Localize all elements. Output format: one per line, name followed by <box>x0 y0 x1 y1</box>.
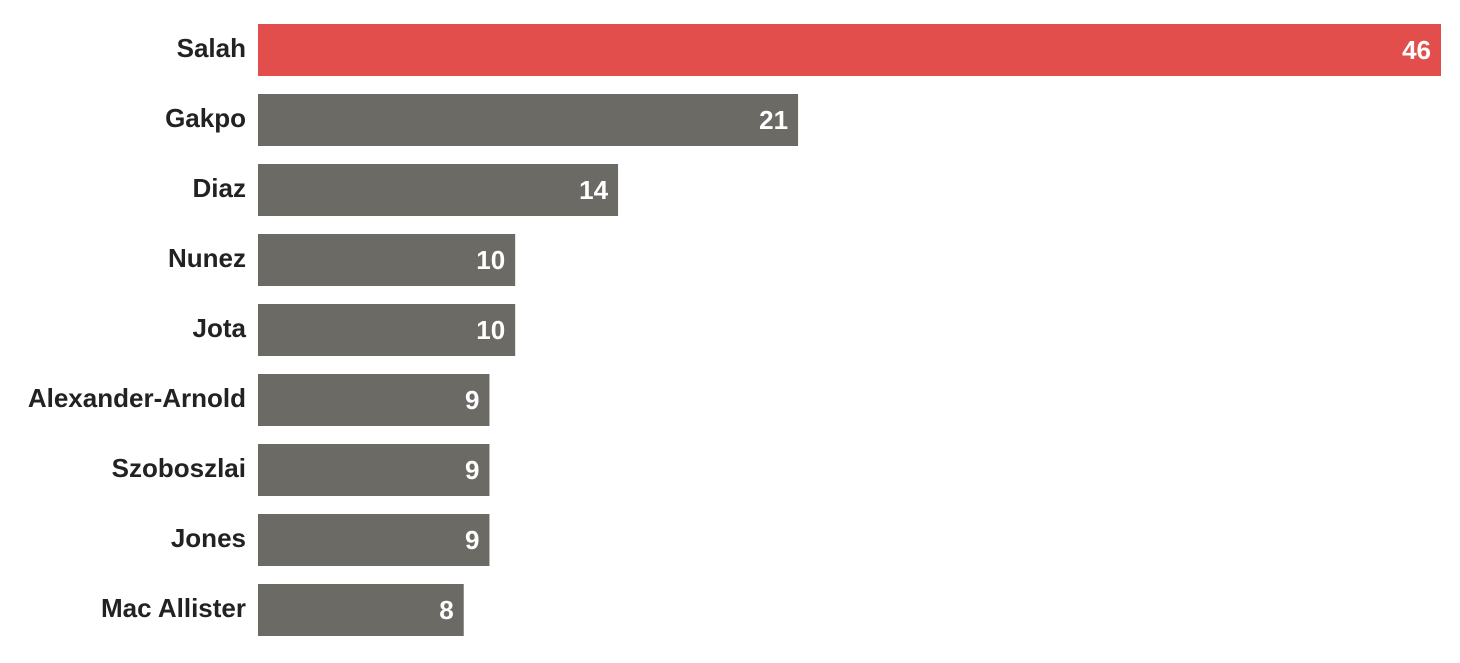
category-label: Nunez <box>168 243 246 273</box>
bar <box>258 94 799 146</box>
category-label: Diaz <box>193 173 246 203</box>
category-label: Alexander-Arnold <box>28 383 246 413</box>
bar <box>258 164 619 216</box>
value-label: 21 <box>759 105 788 135</box>
value-label: 10 <box>476 245 505 275</box>
value-label: 9 <box>465 525 479 555</box>
value-label: 46 <box>1402 35 1431 65</box>
value-label: 8 <box>439 595 453 625</box>
value-label: 10 <box>476 315 505 345</box>
bar <box>258 444 490 496</box>
bar <box>258 584 464 636</box>
category-label: Jones <box>171 523 246 553</box>
category-label: Gakpo <box>165 103 246 133</box>
category-label: Jota <box>193 313 247 343</box>
bar <box>258 24 1441 76</box>
bar <box>258 234 516 286</box>
bar <box>258 374 490 426</box>
bar <box>258 304 516 356</box>
value-label: 14 <box>579 175 608 205</box>
category-label: Mac Allister <box>101 593 246 623</box>
bar <box>258 514 490 566</box>
value-label: 9 <box>465 385 479 415</box>
category-label: Szoboszlai <box>112 453 246 483</box>
category-label: Salah <box>177 33 246 63</box>
value-label: 9 <box>465 455 479 485</box>
